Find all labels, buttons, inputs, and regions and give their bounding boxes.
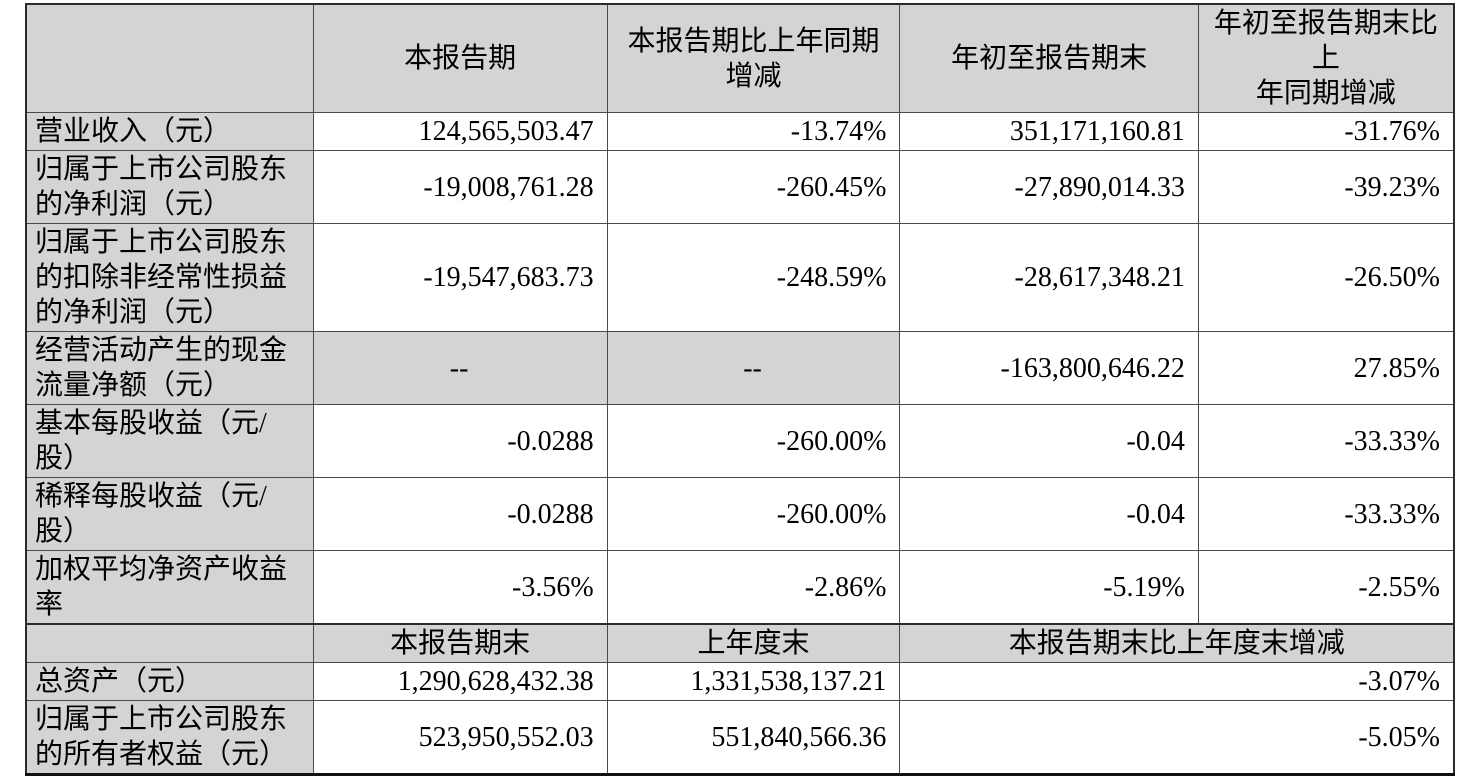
cell-value: -260.00% [606,404,901,478]
cell-value: -26.50% [1197,223,1455,332]
cell-value: -0.0288 [312,477,608,551]
table-row-total-assets: 总资产（元） 1,290,628,432.38 1,331,538,137.21… [25,662,1455,701]
cell-value: -3.56% [312,550,608,625]
cell-value: -33.33% [1197,404,1455,478]
header-year-to-date: 年初至报告期末 [899,3,1199,113]
header-end-of-prior-year: 上年度末 [606,623,901,663]
cell-value: -163,800,646.22 [899,331,1199,405]
cell-value: -27,890,014.33 [899,150,1199,224]
row-label: 稀释每股收益（元/ 股） [25,477,314,551]
table-row-operating-cash-flow: 经营活动产生的现金 流量净额（元） -- -- -163,800,646.22 … [25,331,1455,405]
cell-value: 27.85% [1197,331,1455,405]
cell-value: -5.19% [899,550,1199,625]
cell-value: -13.74% [606,112,901,151]
table-row-net-profit-excl-nonrecurring: 归属于上市公司股东 的扣除非经常性损益 的净利润（元） -19,547,683.… [25,223,1455,332]
header-empty-cell [25,3,314,113]
cell-value: 351,171,160.81 [899,112,1199,151]
cell-value: -0.04 [899,404,1199,478]
cell-value: -0.0288 [312,404,608,478]
cell-value: 1,331,538,137.21 [606,662,901,701]
cell-value: 124,565,503.47 [312,112,608,151]
cell-value: 523,950,552.03 [312,700,608,775]
table-row-operating-revenue: 营业收入（元） 124,565,503.47 -13.74% 351,171,1… [25,112,1455,151]
cell-value: -33.33% [1197,477,1455,551]
cell-value: -260.00% [606,477,901,551]
cell-value: -- [606,331,901,405]
row-label: 归属于上市公司股东 的扣除非经常性损益 的净利润（元） [25,223,314,332]
cell-value: -2.86% [606,550,901,625]
table-row-diluted-eps: 稀释每股收益（元/ 股） -0.0288 -260.00% -0.04 -33.… [25,477,1455,551]
cell-value: -31.76% [1197,112,1455,151]
header-empty-cell [25,623,314,663]
cell-value: -39.23% [1197,150,1455,224]
cell-value: -248.59% [606,223,901,332]
header-current-period-yoy-change: 本报告期比上年同期 增减 [606,3,901,113]
header-year-to-date-yoy-change: 年初至报告期末比上 年同期增减 [1197,3,1455,113]
row-label: 归属于上市公司股东 的净利润（元） [25,150,314,224]
cell-value: -2.55% [1197,550,1455,625]
cell-value: -- [312,331,608,405]
cell-value: -28,617,348.21 [899,223,1199,332]
header-period-end-vs-prior-year-end-change: 本报告期末比上年度末增减 [899,623,1455,663]
cell-value: 551,840,566.36 [606,700,901,775]
cell-value: -3.07% [899,662,1455,701]
cell-value: 1,290,628,432.38 [312,662,608,701]
cell-value: -19,547,683.73 [312,223,608,332]
cell-value: -19,008,761.28 [312,150,608,224]
header-end-of-current-period: 本报告期末 [312,623,608,663]
header-row-period: 本报告期 本报告期比上年同期 增减 年初至报告期末 年初至报告期末比上 年同期增… [25,3,1455,113]
cell-value: -260.45% [606,150,901,224]
cell-value: -5.05% [899,700,1455,775]
table-row-equity-attributable-to-shareholders: 归属于上市公司股东 的所有者权益（元） 523,950,552.03 551,8… [25,700,1455,775]
table-row-weighted-avg-roe: 加权平均净资产收益 率 -3.56% -2.86% -5.19% -2.55% [25,550,1455,625]
cell-value: -0.04 [899,477,1199,551]
row-label: 总资产（元） [25,662,314,701]
header-row-period-end: 本报告期末 上年度末 本报告期末比上年度末增减 [25,623,1455,663]
financial-summary-table: 本报告期 本报告期比上年同期 增减 年初至报告期末 年初至报告期末比上 年同期增… [25,3,1455,776]
row-label: 归属于上市公司股东 的所有者权益（元） [25,700,314,775]
row-label: 营业收入（元） [25,112,314,151]
row-label: 经营活动产生的现金 流量净额（元） [25,331,314,405]
row-label: 基本每股收益（元/ 股） [25,404,314,478]
table-row-basic-eps: 基本每股收益（元/ 股） -0.0288 -260.00% -0.04 -33.… [25,404,1455,478]
row-label: 加权平均净资产收益 率 [25,550,314,625]
table-row-net-profit: 归属于上市公司股东 的净利润（元） -19,008,761.28 -260.45… [25,150,1455,224]
header-current-period: 本报告期 [312,3,608,113]
